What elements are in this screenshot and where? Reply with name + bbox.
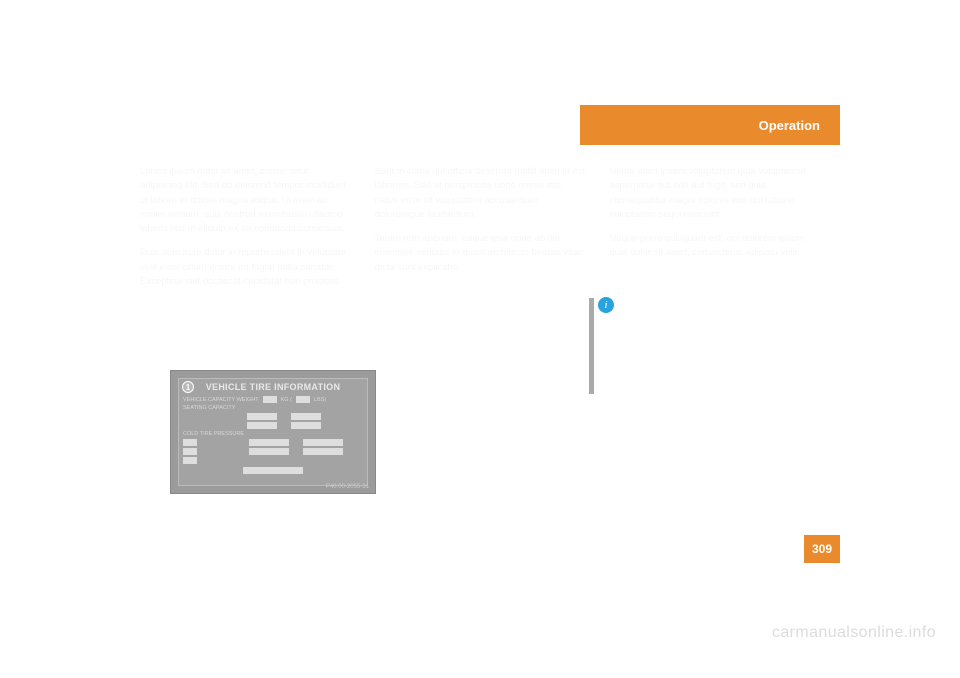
section-header-tab: Operation <box>580 105 840 145</box>
cold-box-b3 <box>303 448 343 455</box>
seat-box-1 <box>247 413 277 420</box>
callout-marker-1: 1 <box>182 381 194 393</box>
column-center: Sunt in culpa qui officia deserunt molli… <box>375 165 586 585</box>
cold-box-a3 <box>303 439 343 446</box>
seat-box-4 <box>291 422 321 429</box>
seating-label: SEATING CAPACITY <box>183 405 235 411</box>
cold-label: COLD TIRE PRESSURE <box>183 431 244 437</box>
placard-row-cold-boxes-3 <box>179 456 367 465</box>
capacity-box-lbs <box>296 396 310 403</box>
seat-box-3 <box>247 422 277 429</box>
cold-box-b1 <box>183 448 197 455</box>
seat-box-2 <box>291 413 321 420</box>
capacity-unit-lbs: LBS) <box>314 397 326 403</box>
placard-row-seating-boxes-2 <box>179 421 367 430</box>
cold-box-b2 <box>249 448 289 455</box>
capacity-label: VEHICLE CAPACITY WEIGHT <box>183 397 259 403</box>
cold-box-a1 <box>183 439 197 446</box>
tire-info-placard: 1 VEHICLE TIRE INFORMATION VEHICLE CAPAC… <box>170 370 376 494</box>
cold-box-c1 <box>183 457 197 464</box>
placard-row-cold-boxes-2 <box>179 447 367 456</box>
placard-frame: 1 VEHICLE TIRE INFORMATION VEHICLE CAPAC… <box>178 378 368 486</box>
info-note-strip <box>589 298 594 394</box>
column-right: Nemo enim ipsam voluptatem quia voluptas… <box>609 165 820 585</box>
placard-row-seating: SEATING CAPACITY <box>179 404 367 412</box>
info-icon: i <box>598 297 614 313</box>
placard-row-seating-boxes <box>179 412 367 421</box>
callout-number: 1 <box>186 383 190 392</box>
capacity-unit-kg: KG ( <box>281 397 292 403</box>
cold-box-a2 <box>249 439 289 446</box>
placard-bottom-box <box>243 467 303 474</box>
section-header-label: Operation <box>759 118 820 133</box>
placard-row-cold-boxes-1 <box>179 438 367 447</box>
placard-code: P40.00-2055-31 <box>326 484 369 490</box>
manual-page: Operation 309 Lorem ipsum dolor sit amet… <box>0 0 960 678</box>
placard-title: VEHICLE TIRE INFORMATION <box>179 379 367 395</box>
info-icon-glyph: i <box>604 299 607 311</box>
watermark-text: carmanualsonline.info <box>772 624 936 642</box>
placard-row-capacity: VEHICLE CAPACITY WEIGHT KG ( LBS) <box>179 395 367 404</box>
capacity-box-kg <box>263 396 277 403</box>
info-note-marker: i <box>589 298 614 394</box>
placard-row-cold: COLD TIRE PRESSURE <box>179 430 367 438</box>
